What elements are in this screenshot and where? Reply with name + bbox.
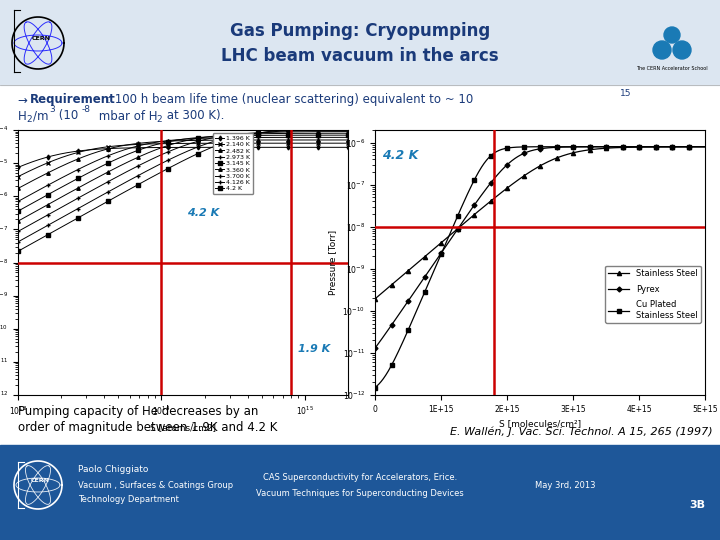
Pyrex	[654, 144, 663, 150]
Text: /m: /m	[33, 110, 48, 123]
Text: (10: (10	[55, 110, 78, 123]
Text: →: →	[18, 93, 32, 106]
Text: May 3rd, 2013: May 3rd, 2013	[535, 481, 595, 489]
Text: 4.2 K: 4.2 K	[382, 150, 418, 163]
X-axis label: S [molecules/cm²]: S [molecules/cm²]	[499, 419, 581, 428]
Text: CAS Superconductivity for Accelerators, Erice.: CAS Superconductivity for Accelerators, …	[263, 472, 457, 482]
Text: Technology Department: Technology Department	[78, 496, 179, 504]
Text: at 300 K).: at 300 K).	[163, 110, 225, 123]
Text: Vacuum , Surfaces & Coatings Group: Vacuum , Surfaces & Coatings Group	[78, 481, 233, 489]
Line: Stainless Steel: Stainless Steel	[373, 145, 707, 301]
Cu Plated
Stainless Steel	[371, 384, 379, 391]
Stainless Steel	[654, 144, 663, 150]
Circle shape	[653, 41, 671, 59]
Text: The CERN Accelerator School: The CERN Accelerator School	[636, 66, 708, 71]
Text: 1.9 K: 1.9 K	[298, 344, 330, 354]
Text: H: H	[18, 110, 27, 123]
Pyrex	[571, 144, 580, 150]
Text: 2: 2	[156, 116, 161, 125]
Circle shape	[664, 27, 680, 43]
Text: Gas Pumping: Cryopumping: Gas Pumping: Cryopumping	[230, 22, 490, 40]
Pyrex	[701, 144, 709, 150]
Text: Pumping capacity of He decreases by an: Pumping capacity of He decreases by an	[18, 406, 258, 419]
Pyrex	[391, 316, 400, 323]
Line: Pyrex: Pyrex	[373, 145, 707, 350]
Legend: Stainless Steel, Pyrex, Cu Plated
Stainless Steel: Stainless Steel, Pyrex, Cu Plated Stainl…	[605, 266, 701, 323]
Bar	[0, 0, 720, 85]
Cu Plated
Stainless Steel	[581, 144, 590, 150]
Stainless Steel	[581, 147, 590, 154]
Pyrex	[581, 144, 590, 150]
Cu Plated
Stainless Steel	[571, 144, 580, 150]
Circle shape	[673, 41, 691, 59]
Line: Cu Plated
Stainless Steel: Cu Plated Stainless Steel	[373, 145, 707, 390]
Text: mbar of H: mbar of H	[95, 110, 158, 123]
Text: CERN: CERN	[31, 478, 50, 483]
Legend: 1.396 K, 2.140 K, 2.482 K, 2.973 K, 3.145 K, 3.360 K, 3.700 K, 4.126 K, 4.2 K: 1.396 K, 2.140 K, 2.482 K, 2.973 K, 3.14…	[212, 133, 253, 194]
Stainless Steel	[571, 149, 580, 156]
Pyrex	[621, 144, 629, 150]
Text: : 100 h beam life time (nuclear scattering) equivalent to ~ 10: : 100 h beam life time (nuclear scatteri…	[107, 93, 473, 106]
Text: E. Wallén, J. Vac. Sci. Technol. A 15, 265 (1997): E. Wallén, J. Vac. Sci. Technol. A 15, 2…	[450, 427, 713, 437]
Text: 2: 2	[26, 116, 32, 125]
X-axis label: S [atoms/cm2]: S [atoms/cm2]	[150, 423, 216, 431]
Text: Requirement: Requirement	[30, 93, 116, 106]
Text: -8: -8	[82, 105, 91, 114]
Text: Vacuum Techniques for Superconducting Devices: Vacuum Techniques for Superconducting De…	[256, 489, 464, 498]
Pyrex	[371, 345, 379, 352]
Bar	[0, 445, 720, 540]
Text: 3B: 3B	[689, 500, 705, 510]
Cu Plated
Stainless Steel	[621, 144, 629, 150]
Text: CERN: CERN	[32, 36, 51, 41]
Cu Plated
Stainless Steel	[654, 144, 663, 150]
Pyrex	[562, 144, 571, 150]
Cu Plated
Stainless Steel	[391, 355, 400, 361]
Text: Paolo Chiggiato: Paolo Chiggiato	[78, 465, 148, 475]
Stainless Steel	[621, 144, 629, 151]
Stainless Steel	[391, 279, 400, 285]
Text: LHC beam vacuum in the arcs: LHC beam vacuum in the arcs	[221, 47, 499, 65]
Text: 4.2 K: 4.2 K	[186, 208, 219, 218]
Stainless Steel	[371, 295, 379, 302]
Stainless Steel	[701, 144, 709, 150]
Text: 15: 15	[620, 89, 631, 98]
Y-axis label: Pressure [Torr]: Pressure [Torr]	[328, 230, 337, 295]
Cu Plated
Stainless Steel	[562, 144, 571, 150]
Text: 3: 3	[49, 105, 55, 114]
Text: order of magnitude between 1.9K and 4.2 K: order of magnitude between 1.9K and 4.2 …	[18, 422, 277, 435]
Cu Plated
Stainless Steel	[701, 144, 709, 150]
Stainless Steel	[562, 151, 571, 158]
